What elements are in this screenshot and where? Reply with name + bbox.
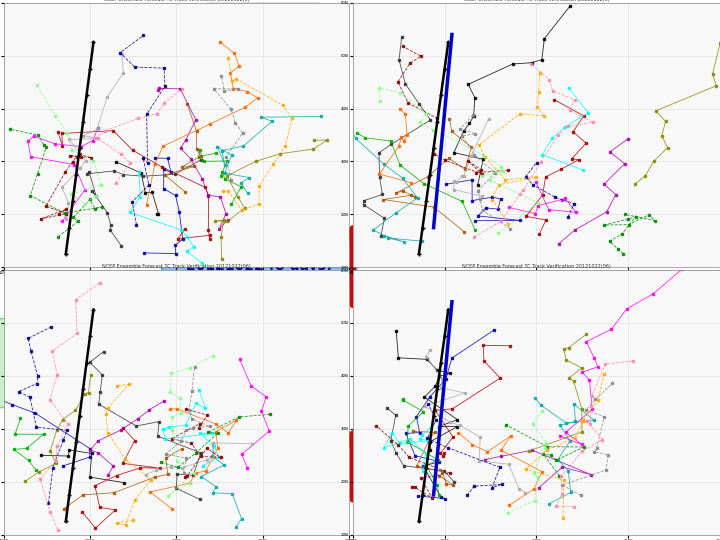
Text: 00UTC: 00UTC bbox=[233, 19, 293, 38]
Polygon shape bbox=[389, 4, 421, 256]
FancyBboxPatch shape bbox=[200, 441, 325, 489]
FancyBboxPatch shape bbox=[146, 66, 300, 158]
Text: Bimodality?: Bimodality? bbox=[557, 35, 675, 53]
Title: NCEP Ensemble Forecast TC Track Verification 20121022(06): NCEP Ensemble Forecast TC Track Verifica… bbox=[462, 264, 611, 269]
FancyBboxPatch shape bbox=[508, 14, 720, 75]
Text: Red arrow
means good
forecast: Red arrow means good forecast bbox=[174, 315, 277, 370]
FancyBboxPatch shape bbox=[162, 245, 356, 288]
Polygon shape bbox=[518, 66, 540, 86]
Title: NCEP Ensemble Forecast TC Track Verification 20121022(0): NCEP Ensemble Forecast TC Track Verifica… bbox=[104, 0, 249, 2]
Text: Para:
T574L64
(33km): Para: T574L64 (33km) bbox=[635, 336, 706, 391]
Text: 20121022 (8 days): 20121022 (8 days) bbox=[186, 259, 333, 273]
FancyBboxPatch shape bbox=[200, 4, 325, 53]
FancyBboxPatch shape bbox=[616, 319, 720, 408]
Title: NCEP Ensemble Forecast TC Track Verification 20121022(0): NCEP Ensemble Forecast TC Track Verifica… bbox=[464, 0, 609, 2]
FancyBboxPatch shape bbox=[148, 296, 302, 390]
Text: Opr:
T254L42
(55km): Opr: T254L42 (55km) bbox=[10, 336, 81, 391]
FancyBboxPatch shape bbox=[0, 319, 96, 408]
Text: Thick blue:
ensemble
mean: Thick blue: ensemble mean bbox=[176, 85, 271, 140]
Text: 06UTC: 06UTC bbox=[233, 456, 293, 474]
Title: NCEP Ensemble Forecast TC Track Verification 20121022(06): NCEP Ensemble Forecast TC Track Verifica… bbox=[102, 264, 251, 269]
